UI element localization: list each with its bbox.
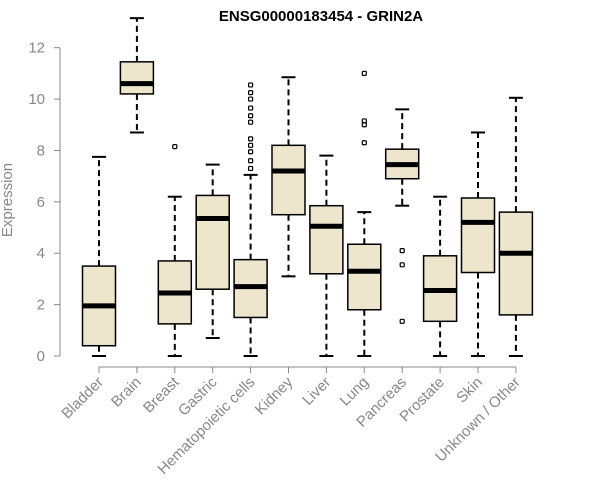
box-bladder bbox=[81, 155, 117, 357]
box-gastric bbox=[195, 163, 230, 340]
box-body bbox=[195, 194, 230, 290]
y-tick-label: 8 bbox=[37, 142, 45, 159]
plot-area bbox=[81, 17, 534, 357]
box-lung bbox=[347, 70, 382, 357]
outlier-point bbox=[248, 113, 254, 119]
y-tick-label: 6 bbox=[37, 194, 45, 211]
x-tick-label: Skin bbox=[453, 374, 486, 407]
y-tick-label: 10 bbox=[28, 91, 45, 108]
outlier-point bbox=[399, 248, 405, 254]
outlier-point bbox=[248, 158, 254, 164]
outlier-point bbox=[248, 119, 254, 125]
box-body bbox=[119, 61, 155, 95]
x-tick-label: Bladder bbox=[58, 374, 107, 423]
box-pancreas bbox=[384, 108, 420, 324]
box-body bbox=[309, 204, 344, 275]
box-body bbox=[271, 144, 306, 216]
outlier-point bbox=[248, 82, 254, 88]
y-tick-label: 2 bbox=[37, 297, 45, 314]
outlier-point bbox=[248, 165, 254, 172]
outlier-point bbox=[399, 262, 405, 268]
outlier-point bbox=[399, 318, 405, 324]
outlier-point bbox=[248, 149, 254, 155]
box-breast bbox=[157, 144, 193, 357]
box-kidney bbox=[271, 76, 306, 278]
box-liver bbox=[309, 154, 344, 357]
outlier-point bbox=[248, 96, 254, 102]
y-axis-label: Expression bbox=[0, 163, 16, 237]
y-tick-label: 4 bbox=[37, 245, 45, 262]
outlier-point bbox=[248, 105, 254, 111]
box-skin bbox=[460, 131, 496, 357]
outlier-point bbox=[361, 118, 367, 124]
outlier-point bbox=[248, 142, 254, 148]
box-body bbox=[460, 197, 496, 274]
box-hematopoietic-cells bbox=[233, 82, 268, 357]
x-tick-label: Liver bbox=[299, 374, 334, 409]
box-body bbox=[498, 211, 534, 316]
box-prostate bbox=[422, 195, 458, 357]
outlier-point bbox=[361, 70, 367, 76]
outlier-point bbox=[248, 136, 254, 142]
outlier-point bbox=[248, 90, 254, 96]
outlier-point bbox=[361, 140, 367, 146]
box-unknown-other bbox=[498, 96, 534, 357]
y-tick-label: 0 bbox=[37, 348, 45, 365]
box-brain bbox=[119, 17, 155, 134]
chart-title: ENSG00000183454 - GRIN2A bbox=[219, 8, 423, 25]
outlier-point bbox=[172, 144, 178, 150]
y-tick-label: 12 bbox=[28, 40, 45, 57]
x-tick-label: Kidney bbox=[252, 373, 297, 418]
box-body bbox=[347, 243, 382, 311]
